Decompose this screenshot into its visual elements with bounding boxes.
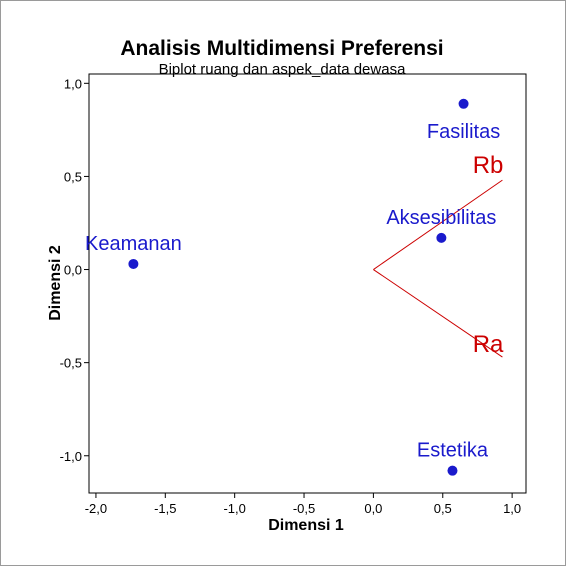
vector-label-rb: Rb xyxy=(473,152,504,179)
vector-line-rb xyxy=(373,179,503,270)
point-label-keamanan: Keamanan xyxy=(85,233,182,255)
x-tick-label: -1,0 xyxy=(223,501,245,516)
point-keamanan xyxy=(128,258,139,269)
point-series: Fasilitas Aksesibilitas Keamanan Estetika xyxy=(85,98,500,476)
x-tick-label: -0,5 xyxy=(293,501,315,516)
chart-title: Analisis Multidimensi Preferensi xyxy=(120,37,443,60)
y-tick-label: -0,5 xyxy=(60,356,82,371)
y-tick-label: 1,0 xyxy=(64,76,82,91)
point-estetika xyxy=(447,465,458,476)
chart-subtitle: Biplot ruang dan aspek_data dewasa xyxy=(159,61,407,78)
point-label-aksesibilitas: Aksesibilitas xyxy=(386,207,496,229)
x-tick-label: 0,5 xyxy=(434,501,452,516)
y-axis: -1,0 -0,5 0,0 0,5 1,0 xyxy=(60,76,89,464)
y-axis-label: Dimensi 2 xyxy=(47,245,64,321)
y-tick-label: 0,0 xyxy=(64,263,82,278)
y-tick-label: -1,0 xyxy=(60,449,82,464)
x-tick-label: -2,0 xyxy=(85,501,107,516)
point-aksesibilitas xyxy=(436,232,447,243)
point-fasilitas xyxy=(458,98,469,109)
x-tick-label: -1,5 xyxy=(154,501,176,516)
point-label-estetika: Estetika xyxy=(417,440,489,462)
x-axis: -2,0 -1,5 -1,0 -0,5 0,0 0,5 1,0 xyxy=(85,493,521,516)
x-tick-label: 0,0 xyxy=(364,501,382,516)
point-label-fasilitas: Fasilitas xyxy=(427,121,500,143)
vector-label-ra: Ra xyxy=(473,331,504,358)
vector-series: Rb Ra xyxy=(373,152,504,358)
vector-line-ra xyxy=(373,269,503,358)
x-tick-label: 1,0 xyxy=(503,501,521,516)
x-axis-label: Dimensi 1 xyxy=(268,517,344,534)
y-tick-label: 0,5 xyxy=(64,169,82,184)
plot-area xyxy=(88,73,527,494)
